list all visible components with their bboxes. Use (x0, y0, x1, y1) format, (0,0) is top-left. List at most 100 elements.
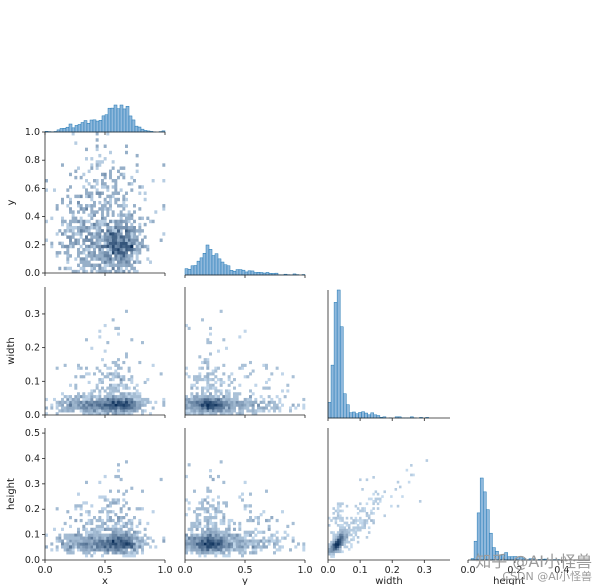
heatmap-cell (195, 533, 199, 537)
heatmap-cell (125, 229, 128, 233)
heatmap-cell (106, 375, 110, 379)
heatmap-cell (119, 263, 123, 268)
heatmap-cell (90, 257, 94, 261)
heatmap-cell (211, 378, 215, 382)
heatmap-cell (187, 527, 191, 531)
heatmap-cell (235, 542, 239, 546)
heatmap-cell (336, 509, 340, 513)
heatmap-cell (87, 412, 91, 416)
heatmap-cell (122, 524, 126, 529)
heatmap-cell (122, 498, 126, 502)
heatmap-cell (98, 406, 102, 410)
heatmap-cell (79, 513, 83, 517)
heatmap-cell (119, 548, 123, 552)
heatmap-cell (106, 188, 110, 192)
heatmap-cell (146, 257, 150, 261)
heatmap-cell (230, 545, 234, 549)
heatmap-cell (58, 241, 62, 246)
heatmap-cell (90, 166, 94, 170)
heatmap-cell (201, 527, 204, 531)
heatmap-cell (119, 477, 123, 482)
heatmap-cell (356, 536, 360, 539)
heatmap-cell (101, 213, 104, 217)
heatmap-cell (71, 244, 75, 249)
heatmap-cell (214, 516, 218, 520)
heatmap-cell (93, 400, 96, 404)
heatmap-cell (249, 372, 252, 376)
heatmap-cell (117, 489, 120, 493)
heatmap-cell (187, 539, 191, 543)
heatmap-cell (114, 179, 118, 183)
heatmap-cell (201, 501, 204, 505)
histogram-bar (339, 326, 344, 419)
heatmap-cell (122, 360, 126, 365)
heatmap-cell (93, 542, 96, 546)
heatmap-cell (130, 235, 134, 239)
heatmap-cell (127, 219, 131, 224)
heatmap-cell (90, 409, 94, 413)
heatmap-cell (130, 244, 134, 249)
heatmap-cell (103, 185, 107, 189)
heatmap-cell (114, 412, 118, 416)
heatmap-cell (71, 235, 75, 239)
heatmap-cell (339, 531, 342, 534)
heatmap-cell (283, 395, 287, 399)
heatmap-cell (195, 542, 199, 546)
heatmap-cell (190, 383, 194, 387)
heatmap-cell (138, 397, 142, 402)
heatmap-cell (376, 492, 380, 496)
heatmap-cell (122, 251, 126, 255)
heatmap-cell (143, 397, 147, 402)
heatmap-cell (103, 495, 107, 499)
heatmap-cell (79, 533, 83, 537)
heatmap-cell (87, 213, 91, 217)
heatmap-cell (95, 366, 99, 370)
heatmap-cell (238, 392, 242, 396)
heatmap-cell (69, 241, 72, 246)
heatmap-cell (106, 548, 110, 552)
heatmap-cell (98, 207, 102, 211)
heatmap-cell (241, 545, 244, 549)
heatmap-cell (185, 539, 188, 543)
y-tick-label: 0.1 (25, 376, 40, 387)
heatmap-cell (87, 254, 91, 258)
heatmap-cell (130, 188, 134, 192)
heatmap-cell (219, 389, 223, 393)
heatmap-cell (85, 219, 88, 224)
heatmap-cell (122, 516, 126, 520)
heatmap-cell (227, 400, 231, 404)
heatmap-cell (374, 500, 378, 503)
heatmap-cell (211, 409, 215, 413)
heatmap-cell (93, 222, 96, 227)
heatmap-cell (130, 542, 134, 546)
heatmap-cell (87, 194, 91, 199)
heatmap-cell (286, 533, 290, 537)
heatmap-cell (396, 480, 400, 484)
heatmap-cell (273, 400, 276, 404)
heatmap-cell (106, 498, 110, 502)
heatmap-cell (74, 507, 78, 511)
heatmap-cell (125, 551, 128, 555)
heatmap-cell (251, 409, 255, 413)
heatmap-cell (211, 369, 215, 373)
heatmap-cell (341, 533, 344, 537)
heatmap-cell (203, 375, 207, 379)
heatmap-cell (119, 210, 123, 214)
heatmap-cell (162, 397, 166, 402)
heatmap-cell (246, 400, 250, 404)
heatmap-cell (106, 222, 110, 227)
heatmap-cell (365, 519, 369, 522)
heatmap-cell (117, 406, 120, 410)
heatmap-cell (249, 403, 252, 407)
heatmap-cell (198, 507, 202, 511)
heatmap-cell (227, 521, 231, 526)
heatmap-cell (209, 504, 212, 508)
heatmap-cell (103, 375, 107, 379)
histogram-bar (226, 265, 231, 276)
heatmap-cell (82, 524, 86, 529)
heatmap-cell (85, 551, 88, 555)
heatmap-cell (95, 254, 99, 258)
heatmap-cell (332, 516, 335, 520)
heatmap-cell (122, 200, 126, 205)
heatmap-cell (114, 254, 118, 258)
